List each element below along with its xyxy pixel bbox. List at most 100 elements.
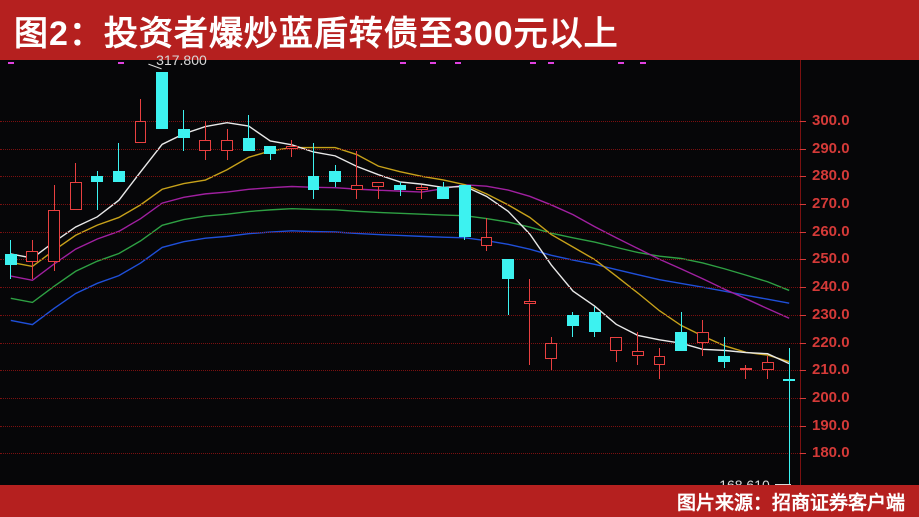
axis-tick [800,453,806,454]
axis-tick [800,370,806,371]
title-bar: 图2：投资者爆炒蓝盾转债至300元以上 [0,0,919,60]
candle-body[interactable] [437,187,449,198]
candle-body[interactable] [26,251,38,262]
gridline [0,398,800,399]
footer-text: 图片来源：招商证券客户端 [677,488,905,515]
axis-tick [800,343,806,344]
candle-wick[interactable] [529,279,530,365]
candle-body[interactable] [243,138,255,152]
candle-body[interactable] [740,368,752,371]
axis-tick [800,232,806,233]
gridline [0,287,800,288]
axis-label-300: 300.0 [812,112,912,129]
candle-body[interactable] [718,356,730,362]
candle-wick[interactable] [313,143,314,198]
peak-price-label: 317.800 [156,52,207,68]
candle-wick[interactable] [789,348,790,485]
chart-title: 图2：投资者爆炒蓝盾转债至300元以上 [14,6,619,55]
axis-label-200: 200.0 [812,389,912,406]
moving-average-line [0,60,800,485]
candle-body[interactable] [545,343,557,360]
candle-body[interactable] [351,185,363,191]
gridline [0,232,800,233]
candle-body[interactable] [221,140,233,151]
candle-wick[interactable] [356,151,357,198]
candle-body[interactable] [372,182,384,188]
session-marker-icon [455,62,461,64]
axis-label-270: 270.0 [812,195,912,212]
candle-body[interactable] [394,185,406,191]
candle-body[interactable] [156,72,168,130]
candle-body[interactable] [113,171,125,182]
candle-body[interactable] [178,129,190,137]
gridline [0,259,800,260]
candle-wick[interactable] [486,218,487,251]
candle-body[interactable] [199,140,211,151]
candle-body[interactable] [502,259,514,278]
axis-tick [800,426,806,427]
plot-region: 317.800168.610 [0,60,800,485]
gridline [0,149,800,150]
axis-label-210: 210.0 [812,361,912,378]
candle-body[interactable] [632,351,644,357]
axis-label-240: 240.0 [812,278,912,295]
moving-average-line [0,60,800,485]
candle-body[interactable] [610,337,622,351]
session-marker-icon [640,62,646,64]
candle-body[interactable] [135,121,147,143]
session-marker-icon [618,62,624,64]
candle-body[interactable] [329,171,341,182]
candle-body[interactable] [675,332,687,351]
candle-wick[interactable] [637,332,638,365]
session-marker-icon [430,62,436,64]
candle-body[interactable] [91,176,103,182]
y-axis-line [800,60,801,485]
axis-label-290: 290.0 [812,140,912,157]
gridline [0,426,800,427]
axis-tick [800,398,806,399]
candle-body[interactable] [762,362,774,370]
session-marker-icon [530,62,536,64]
candle-body[interactable] [697,332,709,343]
moving-average-line [0,60,800,485]
moving-average-line [0,60,800,485]
candle-body[interactable] [264,146,276,154]
candle-body[interactable] [5,254,17,265]
candle-body[interactable] [567,315,579,326]
candle-body[interactable] [286,146,298,149]
candle-body[interactable] [524,301,536,304]
axis-tick [800,176,806,177]
candle-body[interactable] [70,182,82,210]
candle-body[interactable] [48,210,60,263]
gridline [0,204,800,205]
axis-tick [800,287,806,288]
moving-average-line [0,60,800,485]
axis-tick [800,204,806,205]
session-marker-icon [548,62,554,64]
session-marker-icon [400,62,406,64]
axis-label-190: 190.0 [812,417,912,434]
candle-body[interactable] [459,185,471,238]
axis-label-260: 260.0 [812,223,912,240]
gridline [0,453,800,454]
axis-tick [800,149,806,150]
candle-body[interactable] [654,356,666,364]
axis-label-220: 220.0 [812,334,912,351]
candle-body[interactable] [589,312,601,331]
axis-label-250: 250.0 [812,250,912,267]
candle-wick[interactable] [724,337,725,367]
axis-label-230: 230.0 [812,306,912,323]
axis-label-280: 280.0 [812,167,912,184]
candle-body[interactable] [783,379,795,382]
gridline [0,370,800,371]
axis-label-180: 180.0 [812,444,912,461]
session-marker-icon [118,62,124,64]
candle-body[interactable] [481,237,493,245]
axis-tick [800,315,806,316]
gridline [0,121,800,122]
chart-area: 317.800168.610 300.0 290.0 280.0 270.0 260.0… [0,60,919,485]
axis-tick [800,121,806,122]
candle-body[interactable] [308,176,320,190]
axis-tick [800,259,806,260]
candle-body[interactable] [416,187,428,190]
